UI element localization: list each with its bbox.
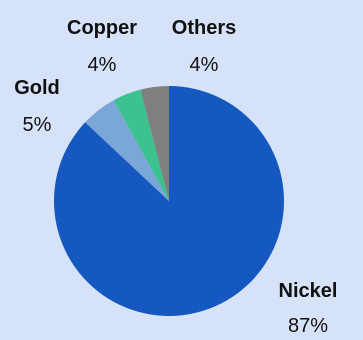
pie-slices	[54, 86, 284, 316]
slice-label-copper: Copper	[67, 17, 137, 39]
slice-label-nickel: Nickel	[279, 280, 338, 302]
slice-value-copper: 4%	[88, 54, 117, 76]
slice-value-nickel: 87%	[288, 315, 328, 337]
slice-value-gold: 5%	[23, 114, 52, 136]
slice-label-others: Others	[172, 17, 236, 39]
slice-label-gold: Gold	[14, 77, 60, 99]
slice-value-others: 4%	[190, 54, 219, 76]
